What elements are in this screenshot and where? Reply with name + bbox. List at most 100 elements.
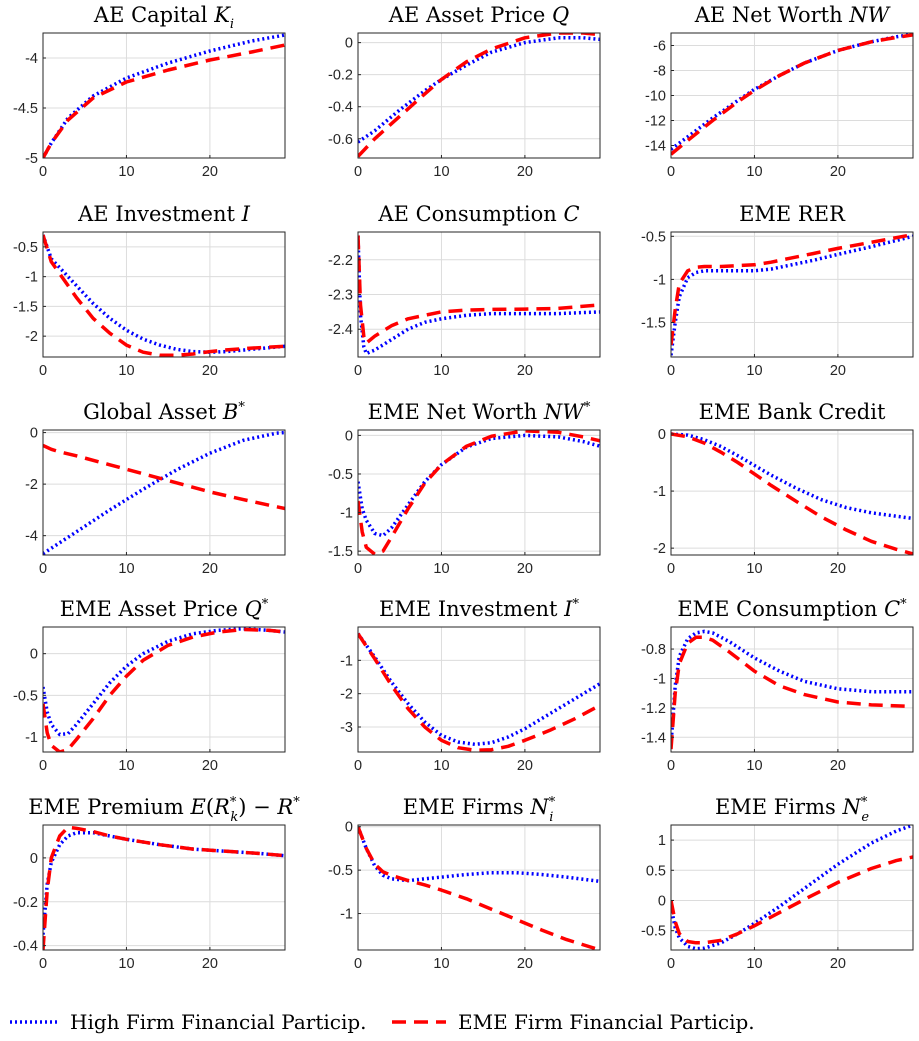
- series-line-high-firm: [671, 825, 913, 950]
- legend: High Firm Financial Particip. EME Firm F…: [10, 1010, 755, 1034]
- panel-title: AE Capital Ki: [93, 3, 234, 32]
- y-tick-label: -2: [340, 687, 353, 703]
- axes-frame: [357, 824, 601, 951]
- panel-title: AE Net Worth NW: [694, 3, 892, 27]
- x-tick-label: 0: [667, 758, 675, 774]
- series-group: [671, 629, 913, 750]
- panel-title: EME Net Worth NW*: [368, 400, 591, 424]
- x-tick-label: 20: [202, 758, 218, 774]
- y-tick-label: -0.4: [13, 939, 38, 955]
- y-tick-label: -3: [340, 720, 353, 736]
- series-group: [671, 232, 913, 356]
- series-group: [358, 235, 600, 356]
- series-line-eme-firm: [671, 432, 913, 555]
- x-tick-label: 10: [433, 561, 449, 577]
- y-tick-label: -0.5: [328, 467, 353, 483]
- y-tick-label: 0.5: [646, 863, 666, 879]
- series-line-high-firm: [358, 36, 600, 144]
- series-line-high-firm: [43, 627, 285, 737]
- axes-frame: [42, 32, 286, 159]
- y-tick-label: 0: [658, 427, 666, 443]
- legend-label-high-firm: High Firm Financial Particip.: [70, 1010, 367, 1034]
- y-tick-label: -2.4: [328, 322, 353, 338]
- x-tick-label: 10: [433, 758, 449, 774]
- series-line-eme-firm: [671, 33, 913, 156]
- x-tick-label: 0: [667, 363, 675, 379]
- panel-title: AE Consumption C: [377, 202, 579, 226]
- x-tick-label: 10: [746, 164, 762, 180]
- y-tick-label: -0.2: [328, 68, 353, 84]
- y-tick-label: 1: [658, 833, 666, 849]
- panel-title: EME RER: [739, 202, 846, 226]
- series-group: [43, 627, 285, 752]
- y-tick-label: 0: [345, 36, 353, 52]
- series-line-eme-firm: [358, 235, 600, 345]
- series-group: [671, 432, 913, 555]
- series-line-eme-firm: [358, 430, 600, 555]
- chart-panel-5: 0 10 20 -2.4 -2.3 -2.2 AE Consumption C: [328, 202, 601, 379]
- axes-frame: [357, 429, 601, 556]
- y-tick-label: -1: [340, 653, 353, 669]
- axes-frame: [670, 824, 914, 951]
- x-tick-label: 0: [354, 758, 362, 774]
- y-tick-label: -2: [25, 329, 38, 345]
- x-tick-label: 10: [746, 956, 762, 972]
- x-tick-label: 0: [667, 164, 675, 180]
- x-tick-label: 20: [830, 363, 846, 379]
- x-tick-label: 20: [830, 956, 846, 972]
- y-tick-label: -0.6: [328, 132, 353, 148]
- x-tick-label: 10: [118, 164, 134, 180]
- series-group: [43, 825, 285, 950]
- panel-title: EME Premium E(R* k) − R*: [28, 795, 300, 825]
- panel-title: EME Firms N* i: [403, 795, 556, 825]
- x-tick-label: 0: [39, 956, 47, 972]
- series-line-high-firm: [43, 33, 285, 158]
- series-line-eme-firm: [43, 443, 285, 511]
- x-tick-label: 10: [118, 758, 134, 774]
- y-tick-label: -0.2: [13, 895, 38, 911]
- x-tick-label: 0: [354, 363, 362, 379]
- x-tick-label: 0: [354, 164, 362, 180]
- x-tick-label: 10: [433, 363, 449, 379]
- chart-panel-12: 0 10 20 -1.4 -1.2 -1 -0.8 EME Consumption C*: [641, 597, 914, 774]
- y-tick-label: -1: [340, 506, 353, 522]
- chart-panel-2: 0 10 20 -0.6 -0.4 -0.2 0 AE Asset Price Q: [328, 3, 601, 180]
- x-tick-label: 0: [354, 561, 362, 577]
- chart-panel-11: 0 10 20 -3 -2 -1 EME Investment I*: [340, 597, 601, 774]
- x-tick-label: 10: [433, 164, 449, 180]
- y-tick-label: -1: [653, 671, 666, 687]
- x-tick-label: 0: [39, 758, 47, 774]
- y-tick-label: -1: [25, 730, 38, 746]
- x-tick-label: 10: [433, 956, 449, 972]
- x-tick-label: 0: [39, 363, 47, 379]
- series-group: [43, 33, 285, 158]
- chart-panel-10: 0 10 20 -1 -0.5 0 EME Asset Price Q*: [13, 597, 286, 774]
- axes-frame: [357, 32, 601, 159]
- y-tick-label: -6: [653, 39, 666, 55]
- series-group: [358, 632, 600, 752]
- series-group: [43, 234, 285, 357]
- series-line-high-firm: [358, 433, 600, 538]
- y-tick-label: -4.5: [13, 101, 38, 117]
- panel-title: EME Bank Credit: [699, 400, 886, 424]
- chart-panel-1: 0 10 20 -5 -4.5 -4 AE Capital Ki: [13, 3, 286, 180]
- series-line-eme-firm: [358, 33, 600, 158]
- series-line-high-firm: [43, 830, 285, 935]
- x-tick-label: 20: [830, 758, 846, 774]
- y-tick-label: -1: [340, 907, 353, 923]
- series-group: [358, 826, 600, 950]
- axes-frame: [42, 824, 286, 951]
- y-tick-label: -1: [653, 272, 666, 288]
- x-tick-label: 10: [746, 561, 762, 577]
- y-tick-label: -2.2: [328, 253, 353, 269]
- x-tick-label: 20: [517, 758, 533, 774]
- x-tick-label: 20: [830, 164, 846, 180]
- panel-title: AE Asset Price Q: [388, 3, 569, 27]
- panel-title: EME Asset Price Q*: [60, 597, 269, 621]
- legend-label-eme-firm: EME Firm Financial Particip.: [458, 1010, 755, 1034]
- series-line-high-firm: [358, 235, 600, 356]
- y-tick-label: -1.5: [13, 299, 38, 315]
- series-line-high-firm: [671, 234, 913, 356]
- series-group: [671, 825, 913, 950]
